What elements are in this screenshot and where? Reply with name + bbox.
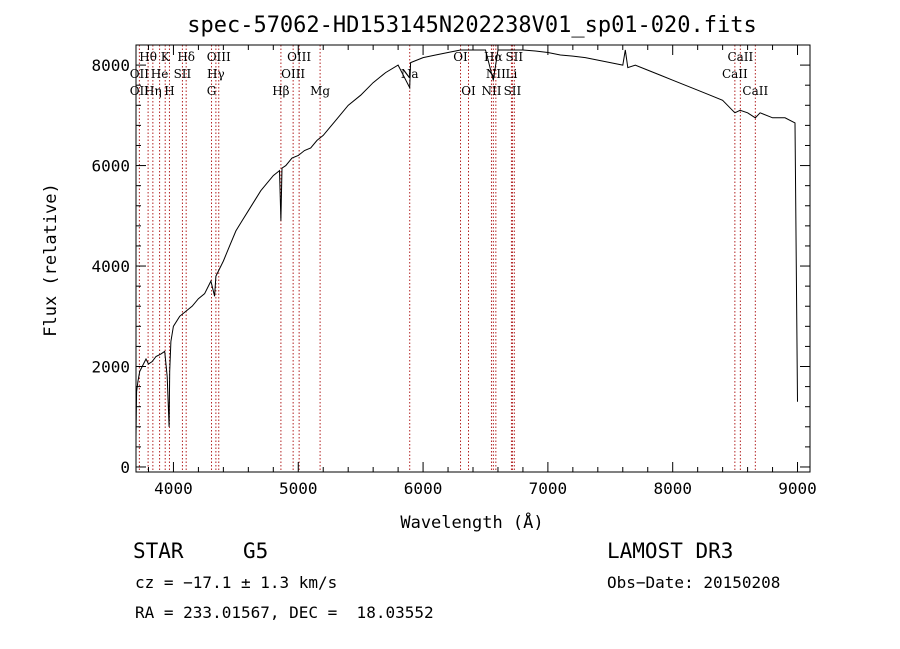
y-tick-label: 8000 (91, 56, 130, 75)
x-tick-label: 9000 (778, 479, 817, 498)
x-tick-label: 8000 (653, 479, 692, 498)
line-marker-label: OIII (207, 50, 231, 64)
line-marker-label: OI (453, 50, 468, 64)
spectral-line-markers (138, 45, 756, 472)
line-marker-label: G (207, 84, 217, 98)
line-marker-label: Hβ (272, 84, 289, 98)
x-tick-label: 7000 (529, 479, 568, 498)
line-marker-label: K (161, 50, 171, 64)
y-axis-label: Flux (relative) (41, 183, 61, 337)
y-tick-label: 6000 (91, 157, 130, 176)
axes: 4000 5000 6000 7000 8000 9000 0 2000 4000 6000 800… (91, 44, 817, 498)
line-marker-label: OII (130, 67, 150, 81)
line-marker-label: Hγ (207, 67, 225, 81)
spectrum-series-line (135, 49, 798, 437)
line-marker-label: CaII (722, 67, 748, 81)
line-marker-label: OIII (287, 50, 311, 64)
line-marker-label: Li (506, 67, 518, 81)
redshift-cz: cz = −17.1 ± 1.3 km/s (135, 573, 338, 592)
plot-frame (135, 44, 811, 473)
line-marker-label: OIII (281, 67, 305, 81)
line-marker-label: Hδ (177, 50, 195, 64)
x-tick-label: 4000 (154, 479, 193, 498)
line-marker-label: He (151, 67, 169, 81)
observation-date: Obs−Date: 20150208 (607, 573, 781, 592)
chart-title: spec-57062-HD153145N202238V01_sp01-020.f… (187, 13, 757, 38)
survey-name: LAMOST DR3 (607, 539, 734, 563)
line-marker-label: Hη (144, 84, 162, 98)
line-marker-label: Hθ (139, 50, 157, 64)
line-marker-label: Mg (310, 84, 330, 98)
line-marker-label: SII (504, 84, 522, 98)
x-tick-label: 6000 (404, 479, 443, 498)
line-marker-label: SII (505, 50, 523, 64)
line-marker-label: NII (481, 84, 501, 98)
line-marker-label: NII (486, 67, 506, 81)
subclass: G5 (243, 539, 269, 563)
y-tick-label: 2000 (91, 358, 130, 377)
line-marker-label: SII (174, 67, 192, 81)
x-axis-label: Wavelength (Å) (400, 511, 543, 533)
line-marker-label: CaII (742, 84, 768, 98)
line-marker-label: CaII (727, 50, 753, 64)
y-tick-label: 0 (120, 458, 130, 477)
line-marker-label: OII (130, 84, 150, 98)
object-class: STAR (133, 539, 184, 563)
coordinates: RA = 233.01567, DEC = 18.03552 (135, 603, 434, 622)
line-marker-label: H (164, 84, 174, 98)
x-tick-label: 5000 (279, 479, 318, 498)
y-tick-label: 4000 (91, 257, 130, 276)
line-marker-label: OI (461, 84, 476, 98)
